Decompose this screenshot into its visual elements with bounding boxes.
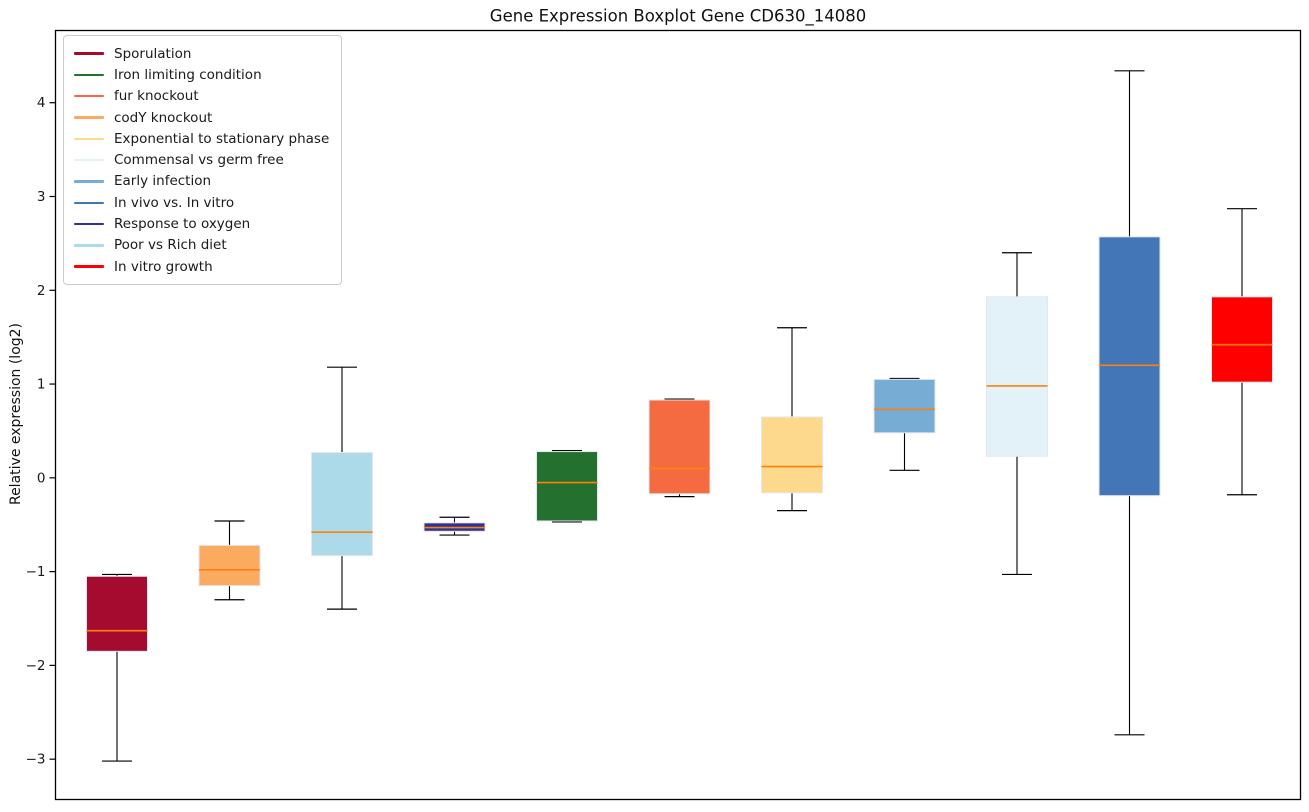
- legend-swatch-icon: [74, 52, 104, 55]
- box-group-fur-knockout: [648, 398, 711, 498]
- legend-swatch-icon: [74, 201, 104, 204]
- legend-item-response-to-oxygen: Response to oxygen: [74, 213, 329, 234]
- legend-item-fur-knockout: fur knockout: [74, 86, 329, 107]
- box-group-in-vitro-growth: [1211, 208, 1273, 496]
- box-rect: [873, 378, 936, 434]
- legend-swatch-icon: [74, 73, 104, 77]
- legend-item-iron-limiting-condition: Iron limiting condition: [74, 64, 329, 85]
- y-tick-label: −3: [26, 752, 46, 768]
- legend-item-sporulation: Sporulation: [74, 43, 329, 64]
- plot-border: [54, 29, 1302, 801]
- legend-label: Response to oxygen: [114, 216, 251, 233]
- legend: Sporulation Iron limiting condition fur kn…: [63, 35, 343, 286]
- y-tick-label: 4: [37, 95, 46, 111]
- box-group-response-to-oxygen: [423, 516, 486, 536]
- box-rect: [311, 452, 373, 557]
- legend-label: codY knockout: [114, 109, 213, 126]
- box-group-poor-vs-rich-diet: [311, 366, 373, 610]
- y-tick-label: −1: [26, 564, 46, 580]
- legend-label: Sporulation: [114, 45, 192, 62]
- y-axis-label: Relative expression (log2): [8, 322, 24, 506]
- legend-swatch-icon: [74, 158, 104, 162]
- legend-label: Iron limiting condition: [114, 66, 262, 83]
- legend-swatch-icon: [74, 222, 104, 226]
- box-rect: [761, 416, 823, 494]
- legend-item-exponential-to-stationary-phase: Exponential to stationary phase: [74, 128, 329, 149]
- box-rect: [86, 575, 148, 652]
- legend-item-in-vitro-growth: In vitro growth: [74, 256, 329, 277]
- legend-label: Commensal vs germ free: [114, 152, 284, 169]
- y-tick-label: 1: [37, 377, 46, 393]
- box-group-commensal-vs-germ-free: [986, 252, 1048, 576]
- legend-swatch-icon: [74, 116, 104, 119]
- legend-swatch-icon: [74, 265, 104, 268]
- box-rect: [1211, 296, 1273, 383]
- box-group-iron-limiting-condition: [536, 450, 598, 523]
- y-tick-label: −2: [26, 658, 46, 674]
- legend-item-early-infection: Early infection: [74, 171, 329, 192]
- legend-label: Early infection: [114, 173, 212, 190]
- legend-swatch-icon: [74, 95, 104, 98]
- box-rect: [536, 451, 598, 522]
- legend-item-in-vivo-vs-in-vitro: In vivo vs. In vitro: [74, 192, 329, 213]
- legend-swatch-icon: [74, 180, 104, 183]
- box-rect: [648, 399, 711, 495]
- box-group-in-vivo-vs-in-vitro: [1098, 70, 1161, 736]
- y-tick-label: 2: [37, 283, 46, 299]
- legend-label: Poor vs Rich diet: [114, 237, 227, 254]
- box-group-cody-knockout: [198, 520, 261, 601]
- legend-swatch-icon: [74, 137, 104, 141]
- legend-swatch-icon: [74, 244, 104, 247]
- chart-title: Gene Expression Boxplot Gene CD630_14080: [489, 6, 867, 26]
- legend-item-commensal-vs-germ-free: Commensal vs germ free: [74, 149, 329, 170]
- legend-label: In vitro growth: [114, 258, 213, 275]
- y-tick-label: 0: [37, 470, 46, 486]
- legend-label: In vivo vs. In vitro: [114, 194, 235, 211]
- box-group-early-infection: [873, 377, 936, 471]
- box-rect: [198, 544, 261, 587]
- box-rect: [986, 296, 1048, 457]
- legend-label: Exponential to stationary phase: [114, 130, 330, 147]
- box-group-sporulation: [86, 573, 148, 762]
- box-group-exponential-to-stationary-phase: [761, 327, 823, 512]
- legend-item-poor-vs-rich-diet: Poor vs Rich diet: [74, 235, 329, 256]
- legend-label: fur knockout: [114, 88, 199, 105]
- legend-item-cody-knockout: codY knockout: [74, 107, 329, 128]
- y-tick-label: 3: [37, 189, 46, 205]
- box-rect: [1098, 236, 1161, 497]
